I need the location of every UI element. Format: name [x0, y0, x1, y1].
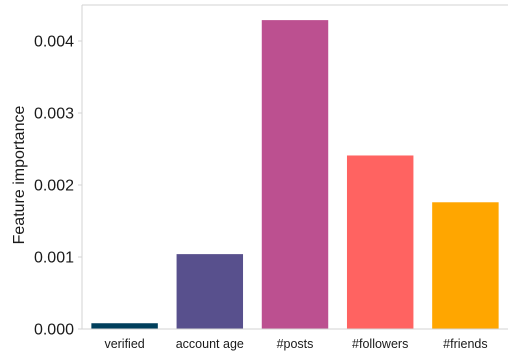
bar-posts: [261, 20, 329, 330]
y-tick-label: 0.002: [34, 178, 74, 195]
y-tick-label: 0.004: [34, 34, 74, 51]
x-axis: verified account age #posts #followers #frie…: [104, 337, 487, 351]
bar-friends: [432, 202, 499, 329]
bar-followers: [346, 155, 414, 329]
bars: [91, 20, 499, 330]
x-tick-label: #followers: [352, 337, 408, 351]
y-tick-label: 0.003: [34, 106, 74, 123]
y-axis-label: Feature importance: [11, 106, 28, 245]
bar-verified: [91, 323, 158, 329]
y-tick-label: 0.001: [34, 250, 74, 267]
bar-account-age: [176, 254, 244, 329]
x-tick-label: #posts: [277, 337, 314, 351]
x-tick-label: #friends: [443, 337, 487, 351]
x-tick-label: verified: [104, 337, 144, 351]
y-axis: 0.000 0.001 0.002 0.003 0.004: [34, 34, 82, 339]
x-tick-label: account age: [176, 337, 244, 351]
y-tick-label: 0.000: [34, 322, 74, 339]
